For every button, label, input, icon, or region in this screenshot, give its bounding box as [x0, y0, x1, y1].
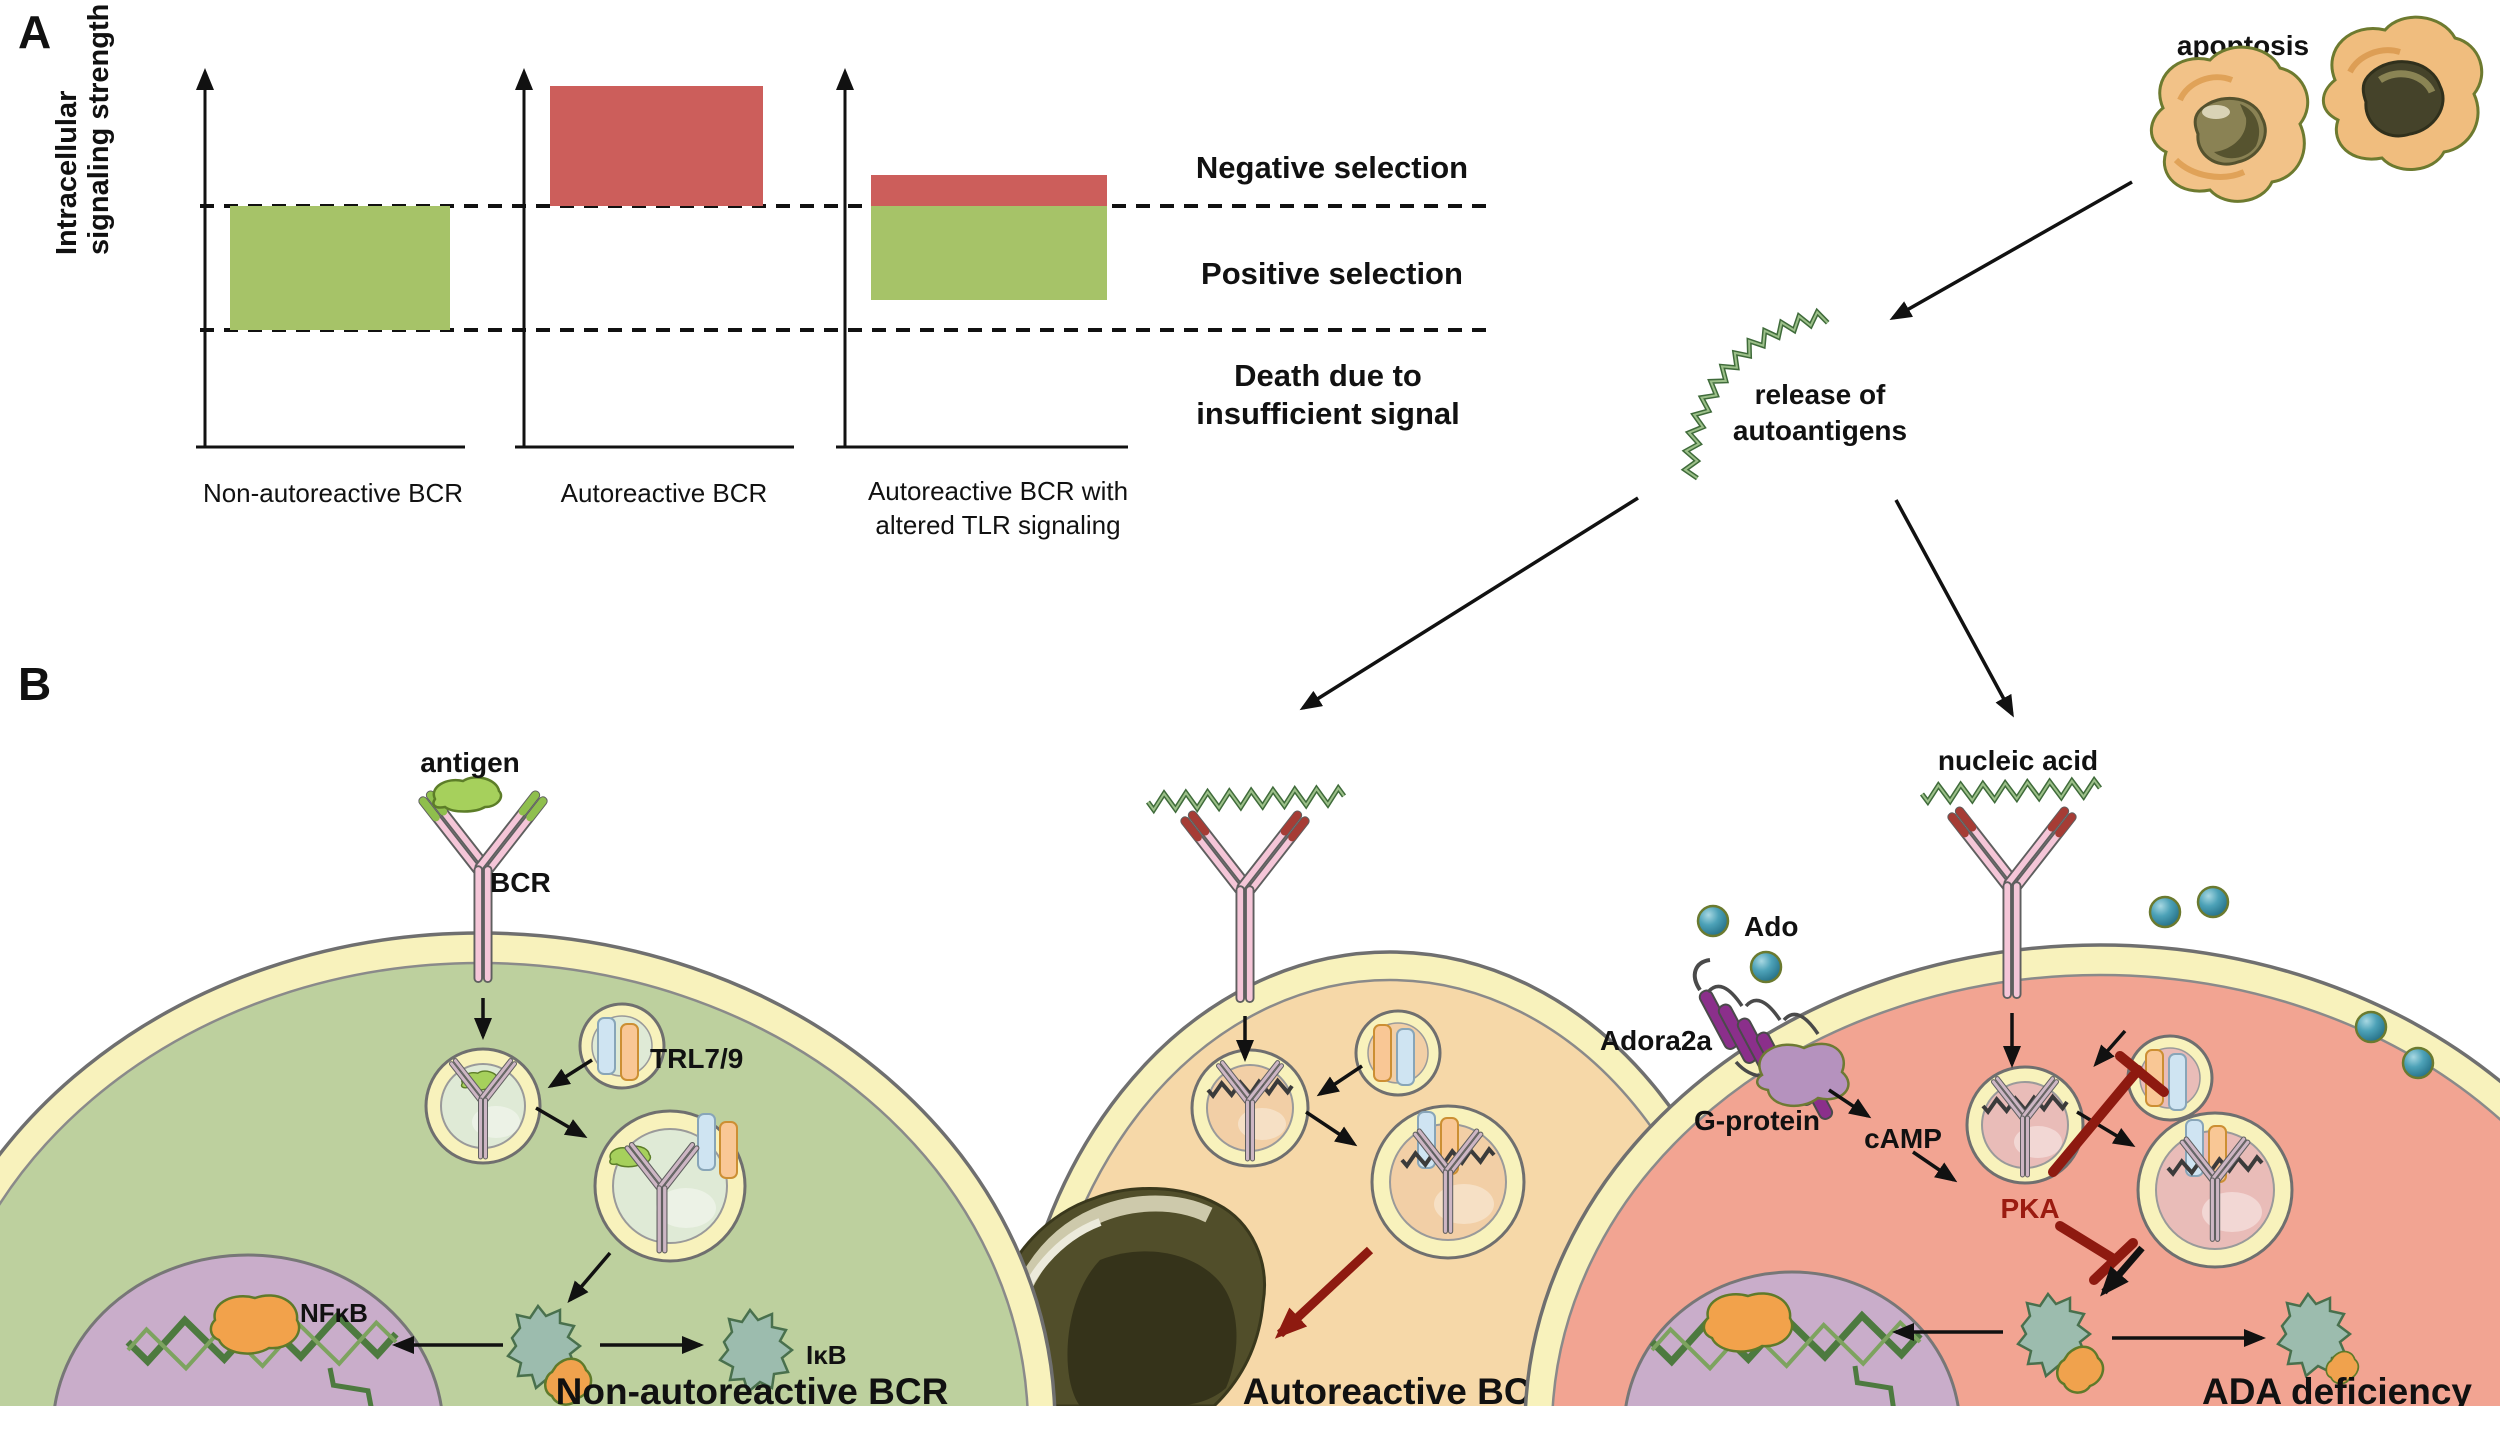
pka-inhibition-bar-1	[2048, 1065, 2143, 1177]
ikb-label: IκB	[806, 1340, 847, 1370]
nfkb-label: NFκB	[300, 1298, 368, 1328]
arrow-endosome-to-vesicle	[2076, 1110, 2136, 1148]
tlr-vesicle	[578, 1002, 666, 1090]
zone-positive-label: Positive selection	[1201, 256, 1463, 291]
category-label-1: Non-autoreactive BCR	[203, 478, 463, 508]
bcr-label: BCR	[490, 867, 551, 898]
ada-deficiency-cell: nucleic acid Ado Adora2a G-protein cAMP …	[1524, 745, 2500, 1412]
tlr-orange	[620, 1023, 639, 1081]
ado-label: Ado	[1744, 911, 1798, 942]
apoptotic-cell-2	[2321, 15, 2484, 171]
camp-label: cAMP	[1864, 1123, 1942, 1154]
ado-sphere	[2196, 885, 2230, 919]
arrow-vesicle-to-complex	[567, 1251, 612, 1304]
antigen	[432, 776, 503, 813]
ada-deficiency-cell-title: ADA deficiency	[2202, 1371, 2472, 1412]
autoreactive-cell-title: Autoreactive BCR	[1243, 1371, 1558, 1412]
signaling-vesicle	[1370, 1104, 1526, 1260]
g-protein	[1755, 1042, 1850, 1107]
bar-altered-tlr-green	[871, 206, 1107, 300]
ado-sphere	[2148, 895, 2182, 929]
zone-death-label-line2: insufficient signal	[1196, 396, 1460, 431]
adenosine-molecules	[1696, 885, 2435, 1080]
bar-nonautoreactive-green	[230, 206, 450, 330]
panel-a: A Intracellular signaling strength Negat…	[18, 4, 1490, 540]
non-autoreactive-cell-title: Non-autoreactive BCR	[556, 1371, 949, 1412]
nucleus: NFκB	[53, 1253, 443, 1406]
pka-inhibition-bar-2	[2055, 1221, 2117, 1263]
nucleic-acid-label: nucleic acid	[1938, 745, 2098, 776]
signaling-vesicle	[593, 1109, 747, 1263]
tlr-blue	[697, 1113, 716, 1171]
bar-autoreactive-red	[550, 86, 763, 206]
arrow-camp-to-pka	[1912, 1150, 1958, 1183]
antigen-label: antigen	[420, 747, 520, 778]
endosome	[1190, 1048, 1310, 1168]
adora2a-label: Adora2a	[1600, 1025, 1712, 1056]
tlr-blue	[597, 1017, 616, 1075]
arrow-signal-to-nucleus-red	[1274, 1246, 1374, 1339]
apoptosis-group: apoptosis	[1889, 15, 2484, 320]
arrow-endosome-to-vesicle	[1305, 1110, 1358, 1147]
tlr-blue	[2168, 1053, 2187, 1111]
pka-label: PKA	[2000, 1193, 2059, 1224]
nfkb-protein	[1702, 1292, 1794, 1353]
arrow-tlr-to-endosome	[2093, 1029, 2127, 1068]
arrow-endosome-to-vesicle	[535, 1106, 588, 1139]
ado-sphere	[1749, 950, 1783, 984]
y-axis-label-line1: Intracellular	[51, 91, 83, 255]
condensed-nucleus	[996, 1187, 1266, 1406]
bar-altered-tlr-red	[871, 175, 1107, 206]
arrow-release-to-ada-cell	[1894, 499, 2014, 718]
panel-b-label: B	[18, 658, 51, 710]
release-label-line1: release of	[1755, 379, 1886, 410]
internalized-nucleic-acid	[2166, 1154, 2264, 1177]
endosome	[424, 1047, 542, 1165]
tlr-label: TRL7/9	[650, 1043, 743, 1074]
zone-death-label-line1: Death due to	[1234, 358, 1422, 393]
tlr-vesicle	[1354, 1009, 1442, 1097]
g-protein-label: G-protein	[1694, 1105, 1820, 1136]
nucleus	[1624, 1270, 1960, 1406]
category-label-3-line1: Autoreactive BCR with	[868, 476, 1128, 506]
arrow-tlr-to-endosome	[1316, 1064, 1363, 1097]
zone-negative-label: Negative selection	[1196, 150, 1468, 185]
arrow-vesicle-to-complex	[2100, 1245, 2145, 1297]
ado-sphere	[2401, 1046, 2435, 1080]
release-group: release of autoantigens	[1299, 307, 2014, 718]
arrow-tlr-to-endosome	[547, 1058, 593, 1089]
internalized-nucleic-acid	[1400, 1146, 1496, 1169]
arrow-gprotein-to-camp	[1828, 1088, 1872, 1119]
category-label-2: Autoreactive BCR	[561, 478, 768, 508]
y-axis-label-line2: signaling strength	[83, 4, 115, 255]
tlr-blue	[1396, 1028, 1415, 1086]
signaling-vesicle	[2136, 1111, 2294, 1269]
nfkb-protein	[209, 1294, 301, 1355]
ado-sphere	[1696, 904, 1730, 938]
autoreactive-cell: Autoreactive BCR	[996, 783, 1772, 1412]
apoptotic-cell-1	[2149, 45, 2310, 203]
arrow-apoptosis-to-release	[1889, 180, 2133, 320]
category-label-3-line2: altered TLR signaling	[875, 510, 1120, 540]
ado-sphere	[2354, 1010, 2388, 1044]
non-autoreactive-cell: NFκB TRL7/9	[0, 747, 1057, 1412]
tlr-orange	[719, 1121, 738, 1179]
tlr-orange	[1373, 1024, 1392, 1082]
panel-a-label: A	[18, 6, 51, 58]
release-label-line2: autoantigens	[1733, 415, 1907, 446]
endosome	[1965, 1065, 2085, 1185]
arrow-release-to-autoreactive-cell	[1299, 496, 1639, 711]
